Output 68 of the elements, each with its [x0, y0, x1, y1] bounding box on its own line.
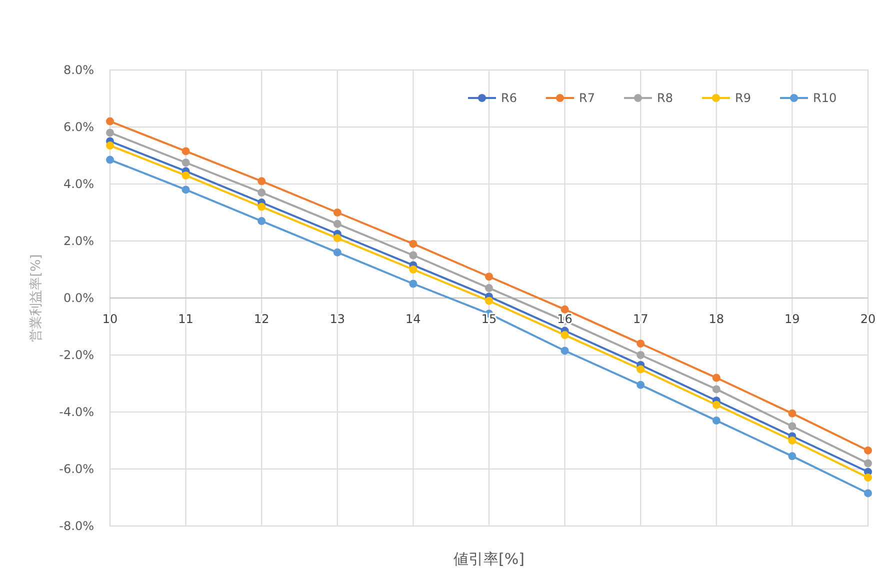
y-tick-label: -4.0%: [59, 405, 94, 420]
point: [864, 446, 872, 454]
point: [712, 416, 720, 425]
legend-label: R9: [735, 91, 751, 106]
y-tick-label: 2.0%: [64, 234, 94, 248]
point: [182, 186, 190, 194]
point: [560, 346, 569, 355]
y-tick-label: 8.0%: [64, 63, 94, 78]
x-tick-label: 10: [102, 312, 118, 326]
point: [485, 284, 493, 292]
point: [106, 156, 114, 164]
point: [106, 128, 114, 137]
point: [864, 474, 872, 482]
point: [106, 117, 114, 126]
point: [864, 459, 872, 468]
x-tick-label: 12: [254, 312, 270, 326]
point: [712, 385, 720, 394]
x-tick-label: 19: [784, 312, 800, 326]
point: [333, 208, 342, 216]
x-tick-label: 13: [330, 312, 346, 326]
point: [560, 305, 569, 314]
y-tick-label: 4.0%: [64, 177, 94, 192]
point: [182, 171, 190, 180]
point: [485, 296, 493, 305]
point: [712, 400, 720, 409]
y-tick-label: -6.0%: [59, 462, 94, 476]
x-tick-label: 11: [178, 312, 194, 326]
y-axis-title: 営業利益率[%]: [28, 254, 44, 342]
point: [485, 272, 493, 281]
point: [333, 234, 342, 242]
legend-label: R7: [579, 91, 595, 106]
point: [636, 351, 645, 359]
point: [636, 380, 645, 389]
y-tick-label: 0.0%: [64, 291, 94, 306]
point: [788, 409, 796, 418]
point: [258, 188, 266, 197]
point: [409, 280, 418, 288]
point: [409, 251, 418, 260]
x-tick-label: 17: [632, 312, 648, 326]
legend-label: R8: [657, 91, 673, 106]
point: [560, 331, 569, 340]
point: [258, 202, 266, 211]
y-tick-label: -8.0%: [59, 519, 94, 534]
legend-label: R6: [501, 91, 517, 106]
x-tick-label: 15: [481, 312, 497, 326]
x-tick-label: 20: [860, 312, 876, 326]
point: [636, 340, 645, 348]
x-tick-label: 14: [406, 312, 421, 326]
point: [333, 220, 342, 228]
x-tick-label: 18: [708, 312, 724, 326]
point: [106, 142, 114, 150]
point: [258, 217, 266, 226]
point: [788, 452, 796, 460]
point: [712, 374, 720, 382]
point: [788, 422, 796, 430]
point: [333, 248, 342, 256]
y-tick-label: -2.0%: [59, 348, 94, 362]
point: [788, 436, 796, 444]
point: [409, 266, 418, 274]
y-tick-label: 6.0%: [64, 120, 94, 134]
x-axis-title: 値引率[%]: [454, 550, 524, 568]
point: [258, 177, 266, 186]
point: [182, 147, 190, 156]
legend-label: R10: [813, 91, 837, 106]
point: [864, 489, 872, 498]
point: [182, 158, 190, 167]
point: [409, 240, 418, 248]
point: [636, 365, 645, 374]
